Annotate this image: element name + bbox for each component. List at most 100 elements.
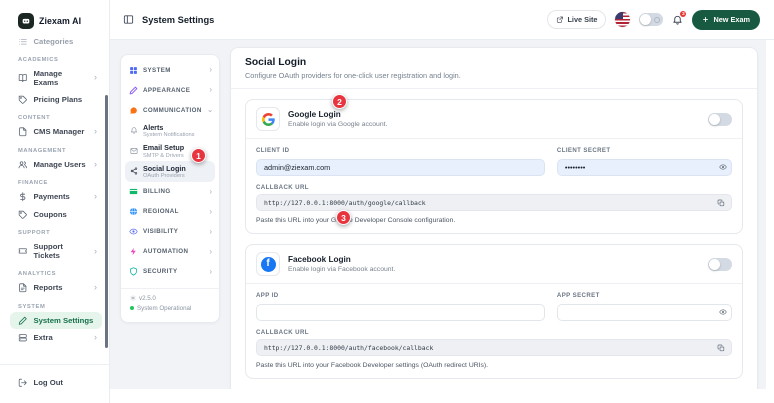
chat-icon (130, 106, 137, 113)
sidebar-item-extra[interactable]: Extra › (0, 329, 109, 347)
sidebar-item-support-tickets[interactable]: Support Tickets › (0, 238, 109, 264)
sidebar-section-label: ACADEMICS (18, 56, 59, 63)
settings-nav-social-login[interactable]: Social Login OAuth Providers (125, 161, 215, 182)
settings-nav-automation[interactable]: AUTOMATION › (121, 242, 219, 262)
sidebar-item-coupons[interactable]: Coupons (0, 206, 109, 224)
sidebar-section-label: SYSTEM (18, 303, 46, 310)
panel-header: Social Login Configure OAuth providers f… (231, 48, 757, 89)
facebook-enable-toggle[interactable] (708, 257, 732, 271)
chevron-right-icon: › (209, 186, 212, 196)
ticket-icon (18, 248, 27, 254)
brand-name: Ziexam AI (39, 16, 82, 26)
topbar-actions: Live Site 2 New Exam (546, 9, 760, 30)
settings-nav-communication[interactable]: COMMUNICATION ⌄ (121, 100, 219, 120)
google-helper-text: Paste this URL into your Google Develope… (256, 217, 456, 224)
chevron-right-icon: › (94, 332, 97, 343)
gear-icon (130, 295, 136, 301)
copy-url-button[interactable] (717, 199, 725, 207)
facebook-callback-url-value: http://127.0.0.1:8000/auth/facebook/call… (264, 343, 434, 352)
copy-icon (717, 344, 725, 351)
client-secret-label: CLIENT SECRET (556, 147, 611, 154)
version-label: v2.5.0 (139, 294, 156, 302)
sidebar-item-label: Reports (33, 283, 63, 293)
live-site-label: Live Site (567, 15, 598, 24)
sidebar-item-label: Pricing Plans (33, 94, 83, 104)
logout-button[interactable]: Log Out (0, 374, 109, 392)
sidebar-item-pricing-plans[interactable]: Pricing Plans (0, 91, 109, 109)
settings-nav-billing[interactable]: BILLING › (121, 182, 219, 202)
sidebar-item-manage-users[interactable]: Manage Users › (0, 156, 109, 174)
sidebar-item-categories[interactable]: Categories (0, 36, 109, 50)
toggle-knob (640, 14, 652, 25)
facebook-helper-text: Paste this URL into your Facebook Develo… (256, 362, 489, 369)
panel-toggle-icon[interactable] (123, 14, 134, 25)
logout-label: Log Out (33, 377, 63, 387)
google-card-body: CLIENT ID CLIENT SECRET (246, 139, 742, 233)
sidebar-item-manage-exams[interactable]: Manage Exams › (0, 65, 109, 91)
settings-nav-alerts[interactable]: Alerts System Notifications (121, 120, 219, 141)
language-flag-us[interactable] (615, 12, 631, 27)
notifications-button[interactable]: 2 (672, 10, 688, 25)
live-site-button[interactable]: Live Site (546, 10, 607, 29)
reveal-secret-button[interactable] (719, 308, 727, 316)
chevron-right-icon: › (209, 266, 212, 276)
reveal-secret-button[interactable] (719, 163, 727, 171)
sidebar-item-label: Support Tickets (33, 242, 63, 260)
settings-nav-visibility[interactable]: VISIBILITY › (121, 222, 219, 242)
sidebar-item-cms-manager[interactable]: CMS Manager › (0, 123, 109, 141)
facebook-app-secret-input[interactable] (556, 304, 732, 321)
google-enable-toggle[interactable] (708, 112, 732, 126)
settings-nav-child-title: Social Login (143, 163, 186, 173)
chevron-right-icon: › (209, 206, 212, 216)
sidebar-item-payments[interactable]: Payments › (0, 188, 109, 206)
google-client-id-input[interactable] (256, 159, 545, 176)
share-icon (130, 167, 138, 175)
settings-nav: SYSTEM › APPEARANCE › COMMUNICATION ⌄ Al (120, 54, 220, 323)
sidebar-item-system-settings[interactable]: System Settings (10, 311, 102, 329)
settings-nav-email-setup[interactable]: Email Setup SMTP & Drivers (121, 141, 219, 162)
shield-icon (130, 267, 137, 276)
grid-icon (130, 66, 137, 74)
facebook-login-card: f Facebook Login Enable login via Facebo… (245, 244, 743, 379)
bell-icon (130, 127, 138, 134)
sun-icon (654, 16, 661, 23)
sidebar-item-label: CMS Manager (33, 127, 85, 137)
external-link-icon (556, 16, 563, 23)
eye-icon (719, 163, 727, 170)
facebook-app-id-input[interactable] (256, 304, 545, 321)
coupon-icon (18, 210, 27, 219)
chevron-right-icon: › (94, 72, 97, 82)
sidebar-scrollbar[interactable] (105, 95, 108, 348)
settings-nav-regional[interactable]: REGIONAL › (121, 202, 219, 222)
settings-nav-group-label: COMMUNICATION (143, 106, 202, 114)
chevron-right-icon: › (94, 245, 97, 256)
panel-body: Google Login Enable login via Google acc… (231, 89, 757, 389)
social-login-panel: Social Login Configure OAuth providers f… (230, 47, 758, 389)
settings-nav-child-title: Alerts (143, 122, 164, 132)
theme-toggle[interactable] (639, 13, 664, 26)
zap-icon (130, 247, 136, 256)
stack-icon (18, 334, 27, 342)
panel-subtitle: Configure OAuth providers for one-click … (245, 71, 461, 80)
settings-nav-group-label: BILLING (143, 188, 171, 195)
settings-nav-appearance[interactable]: APPEARANCE › (121, 80, 219, 100)
copy-url-button[interactable] (717, 344, 725, 352)
sidebar-item-reports[interactable]: Reports › (0, 279, 109, 297)
settings-nav-group-label: AUTOMATION (143, 248, 189, 255)
facebook-callback-url-field: http://127.0.0.1:8000/auth/facebook/call… (256, 339, 732, 356)
chevron-right-icon: › (209, 85, 212, 94)
sidebar-item-label: Extra (33, 333, 53, 343)
panel-title: Social Login (245, 57, 307, 68)
chevron-down-icon: ⌄ (206, 105, 214, 114)
new-exam-button[interactable]: New Exam (692, 9, 760, 30)
google-client-secret-input[interactable] (556, 159, 732, 176)
settings-nav-system[interactable]: SYSTEM › (121, 60, 219, 80)
toggle-knob (709, 258, 720, 270)
brand-logo[interactable]: Ziexam AI (0, 13, 109, 36)
sidebar-item-label: Manage Exams (33, 68, 63, 87)
callback-url-label: CALLBACK URL (256, 184, 309, 191)
main-column: System Settings Live Site 2 New Exam (110, 0, 774, 403)
google-callback-url-field: http://127.0.0.1:8000/auth/google/callba… (256, 194, 732, 211)
settings-nav-security[interactable]: SECURITY › (121, 262, 219, 282)
settings-nav-footer: v2.5.0 System Operational (121, 287, 219, 317)
